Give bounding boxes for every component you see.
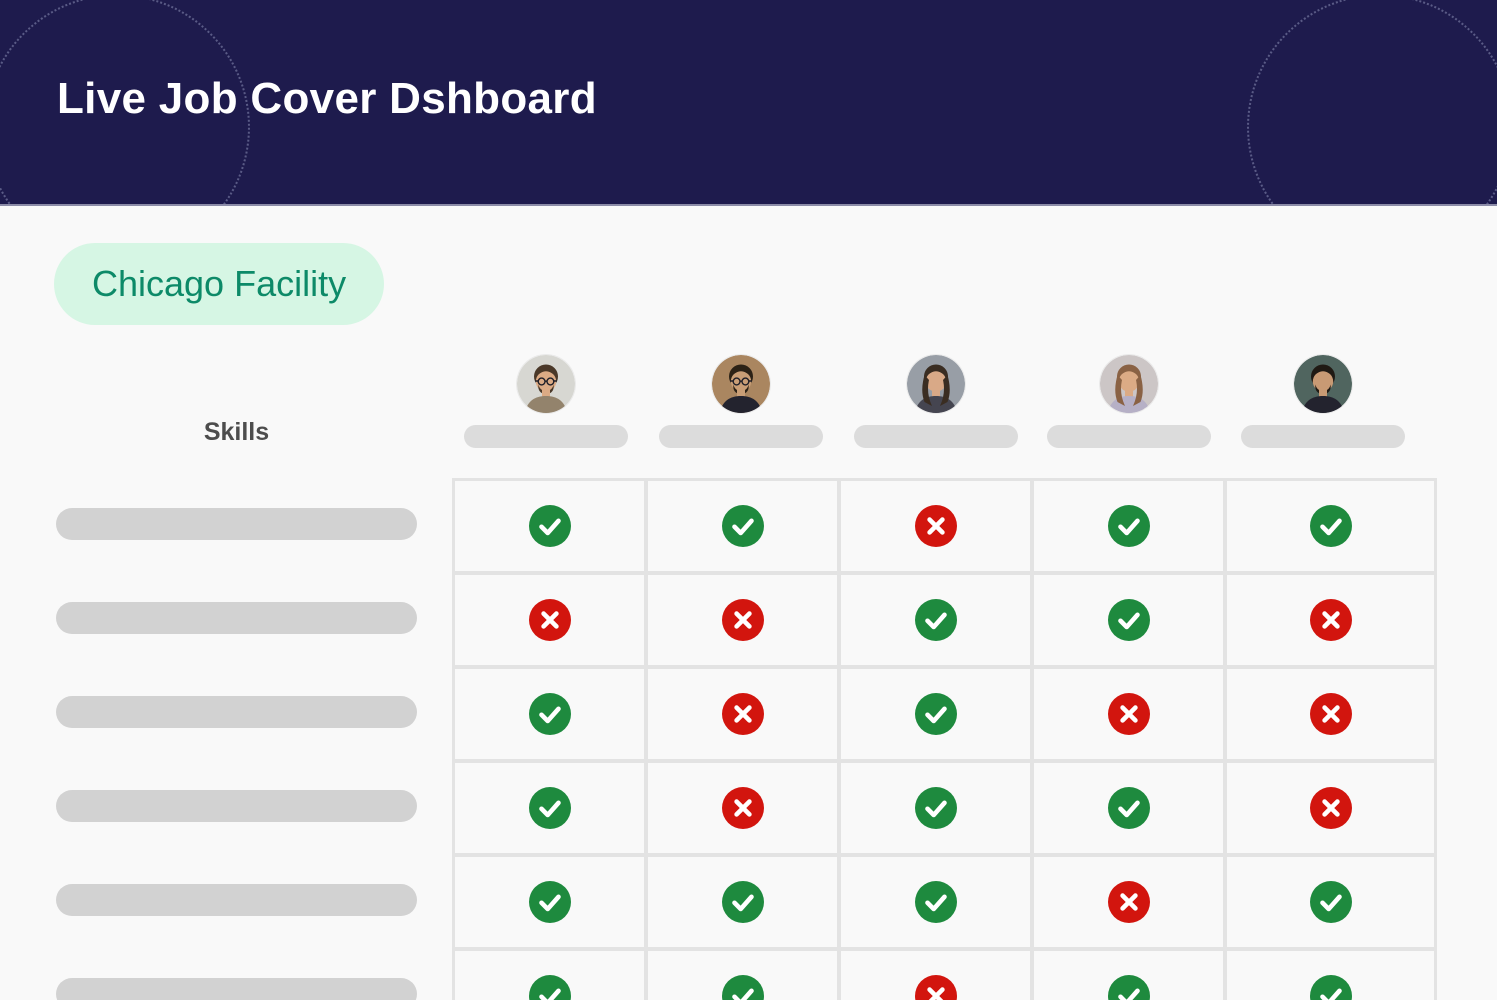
person-name-placeholder (854, 425, 1018, 448)
check-circle-icon (1309, 881, 1352, 923)
coverage-cell-available (1034, 481, 1223, 571)
x-circle-icon (1309, 787, 1352, 829)
app-header: Live Job Cover Dshboard (0, 0, 1497, 206)
skill-name-placeholder (56, 508, 417, 540)
check-circle-icon (1107, 975, 1150, 1000)
coverage-cell-available (455, 857, 644, 947)
coverage-cell-available (841, 857, 1030, 947)
skill-name-placeholder (56, 696, 417, 728)
check-circle-icon (1107, 505, 1150, 547)
coverage-cell-available (841, 575, 1030, 665)
x-circle-icon (721, 693, 764, 735)
skill-name-placeholder (56, 602, 417, 634)
coverage-cell-available (1034, 763, 1223, 853)
coverage-cell-available (455, 951, 644, 1000)
coverage-cell-available (841, 763, 1030, 853)
coverage-cell-available (1034, 575, 1223, 665)
x-circle-icon (1107, 693, 1150, 735)
skills-column-header: Skills (203, 418, 270, 446)
check-circle-icon (914, 599, 957, 641)
check-circle-icon (1309, 505, 1352, 547)
coverage-cell-unavailable (841, 951, 1030, 1000)
x-circle-icon (1107, 881, 1150, 923)
skill-name-placeholder (56, 978, 417, 1000)
man-dark-hair-beard-photo-icon[interactable] (1294, 355, 1352, 413)
coverage-cell-available (648, 481, 837, 571)
check-circle-icon (914, 787, 957, 829)
check-circle-icon (1107, 787, 1150, 829)
coverage-cell-unavailable (648, 669, 837, 759)
coverage-cell-unavailable (648, 763, 837, 853)
coverage-cell-available (1227, 857, 1434, 947)
x-circle-icon (914, 975, 957, 1000)
woman-long-dark-hair-photo-icon[interactable] (907, 355, 965, 413)
check-circle-icon (1309, 975, 1352, 1000)
coverage-cell-available (1034, 951, 1223, 1000)
coverage-cell-available (648, 951, 837, 1000)
man-glasses-beard-dark-shirt-photo-icon[interactable] (712, 355, 770, 413)
woman-long-brown-hair-photo-icon[interactable] (1100, 355, 1158, 413)
skill-name-placeholder (56, 884, 417, 916)
coverage-cell-available (455, 763, 644, 853)
check-circle-icon (528, 787, 571, 829)
coverage-cell-unavailable (841, 481, 1030, 571)
check-circle-icon (1107, 599, 1150, 641)
check-circle-icon (721, 881, 764, 923)
person-name-placeholder (464, 425, 628, 448)
coverage-cell-unavailable (1227, 669, 1434, 759)
man-glasses-beard-photo-icon[interactable] (517, 355, 575, 413)
x-circle-icon (1309, 693, 1352, 735)
facility-badge[interactable]: Chicago Facility (54, 243, 385, 325)
skill-name-placeholder (56, 790, 417, 822)
coverage-cell-available (648, 857, 837, 947)
decorative-arc-icon (1247, 0, 1497, 204)
check-circle-icon (914, 693, 957, 735)
check-circle-icon (914, 881, 957, 923)
check-circle-icon (528, 505, 571, 547)
person-name-placeholder (1241, 425, 1405, 448)
coverage-cell-available (455, 669, 644, 759)
coverage-cell-available (841, 669, 1030, 759)
coverage-cell-unavailable (1227, 575, 1434, 665)
x-circle-icon (528, 599, 571, 641)
coverage-table (452, 478, 1437, 1000)
person-name-placeholder (1047, 425, 1211, 448)
check-circle-icon (528, 693, 571, 735)
coverage-cell-unavailable (1034, 857, 1223, 947)
check-circle-icon (528, 975, 571, 1000)
person-name-placeholder (659, 425, 823, 448)
check-circle-icon (721, 505, 764, 547)
coverage-cell-available (455, 481, 644, 571)
coverage-cell-unavailable (1227, 763, 1434, 853)
x-circle-icon (1309, 599, 1352, 641)
x-circle-icon (721, 599, 764, 641)
x-circle-icon (721, 787, 764, 829)
check-circle-icon (721, 975, 764, 1000)
coverage-cell-available (1227, 951, 1434, 1000)
coverage-cell-unavailable (455, 575, 644, 665)
coverage-cell-unavailable (1034, 669, 1223, 759)
page-title: Live Job Cover Dshboard (57, 74, 597, 123)
x-circle-icon (914, 505, 957, 547)
coverage-cell-unavailable (648, 575, 837, 665)
coverage-cell-available (1227, 481, 1434, 571)
check-circle-icon (528, 881, 571, 923)
